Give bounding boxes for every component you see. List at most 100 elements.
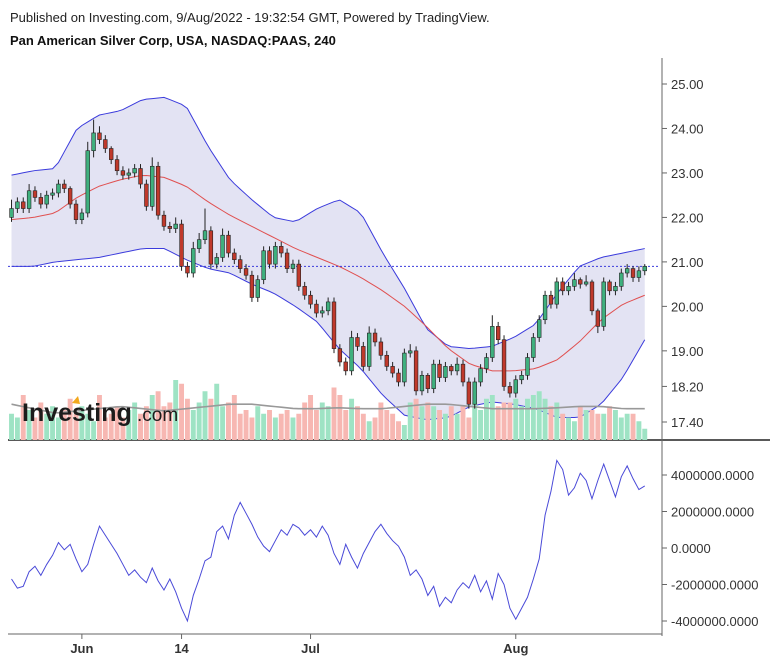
volume-bar bbox=[577, 406, 583, 440]
volume-bar bbox=[618, 417, 624, 440]
volume-bar bbox=[243, 410, 249, 440]
candle bbox=[167, 226, 173, 229]
candle bbox=[284, 252, 290, 269]
candle bbox=[232, 252, 237, 260]
candle bbox=[542, 294, 548, 321]
candle bbox=[466, 381, 472, 405]
volume-bar bbox=[73, 413, 79, 440]
volume-bar bbox=[325, 406, 331, 440]
volume-bar bbox=[296, 413, 302, 440]
candle bbox=[589, 281, 595, 312]
price-tick-label: 19.00 bbox=[671, 344, 704, 359]
candle bbox=[91, 132, 96, 152]
candle bbox=[238, 259, 243, 269]
candle bbox=[44, 194, 49, 205]
volume-bar bbox=[179, 383, 185, 440]
candle bbox=[472, 381, 477, 405]
candle bbox=[437, 363, 442, 378]
candle bbox=[138, 168, 143, 185]
price-tick-label: 20.00 bbox=[671, 299, 704, 314]
volume-bar bbox=[272, 417, 278, 440]
volume-bar bbox=[132, 402, 138, 440]
candle bbox=[109, 148, 114, 160]
candle bbox=[460, 363, 466, 383]
candle bbox=[214, 257, 219, 265]
osc-tick-label: 4000000.0000 bbox=[671, 468, 754, 483]
candle bbox=[38, 197, 44, 205]
volume-bar bbox=[554, 402, 560, 440]
volume-bar bbox=[360, 413, 366, 440]
volume-bar bbox=[378, 402, 384, 440]
volume-bar bbox=[255, 406, 261, 440]
volume-bar bbox=[607, 406, 613, 440]
candle bbox=[320, 310, 325, 314]
volume-bar bbox=[155, 391, 161, 440]
volume-bar bbox=[26, 410, 32, 440]
volume-bar bbox=[120, 417, 126, 440]
volume-bar bbox=[407, 402, 413, 440]
candle bbox=[85, 150, 90, 214]
osc-tick-label: -4000000.0000 bbox=[671, 614, 758, 629]
logo-suffix: .com bbox=[137, 405, 178, 426]
candle bbox=[173, 223, 178, 229]
candle bbox=[572, 279, 577, 287]
candle bbox=[454, 363, 460, 372]
volume-bar bbox=[331, 387, 337, 440]
volume-bar bbox=[437, 410, 443, 440]
volume-bar bbox=[313, 410, 319, 440]
candle bbox=[132, 168, 137, 174]
volume-bar bbox=[601, 413, 607, 440]
volume-bar bbox=[560, 413, 566, 440]
volume-bar bbox=[366, 421, 372, 440]
volume-bar bbox=[483, 398, 489, 440]
volume-bar bbox=[489, 395, 495, 440]
logo-accent-icon bbox=[72, 396, 80, 404]
candle bbox=[413, 350, 419, 392]
volume-bar bbox=[337, 395, 343, 440]
candle bbox=[560, 281, 565, 292]
candle bbox=[314, 303, 319, 314]
candle bbox=[630, 268, 636, 278]
candle bbox=[261, 250, 266, 280]
candle bbox=[507, 386, 513, 394]
volume-bar bbox=[184, 398, 190, 440]
candle bbox=[120, 170, 126, 176]
volume-bar bbox=[44, 413, 50, 440]
candle bbox=[114, 159, 120, 172]
candle bbox=[601, 281, 606, 327]
candle bbox=[26, 190, 32, 209]
volume-bar bbox=[249, 417, 255, 440]
volume-bar bbox=[454, 413, 460, 440]
candle bbox=[501, 339, 507, 387]
volume-bar bbox=[507, 402, 513, 440]
volume-bar bbox=[161, 406, 167, 440]
candle bbox=[554, 281, 559, 305]
volume-bar bbox=[624, 413, 630, 440]
time-tick-label: Aug bbox=[503, 641, 528, 656]
volume-bar bbox=[284, 410, 290, 440]
volume-bar bbox=[542, 398, 548, 440]
candle bbox=[607, 281, 612, 292]
volume-bar bbox=[419, 406, 425, 440]
candle bbox=[443, 366, 448, 378]
candle bbox=[396, 372, 401, 383]
volume-bar bbox=[167, 402, 173, 440]
candle bbox=[50, 192, 55, 196]
volume-bar bbox=[354, 406, 360, 440]
candle bbox=[402, 352, 407, 383]
volume-bar bbox=[79, 406, 85, 440]
price-tick-label: 22.00 bbox=[671, 210, 704, 225]
volume-bar bbox=[237, 413, 243, 440]
candle bbox=[519, 375, 524, 381]
volume-bar bbox=[571, 421, 577, 440]
volume-bar bbox=[425, 402, 431, 440]
volume-bar bbox=[612, 410, 618, 440]
volume-bar bbox=[513, 398, 519, 440]
volume-bar bbox=[202, 391, 208, 440]
candle bbox=[97, 132, 102, 140]
osc-tick-label: -2000000.0000 bbox=[671, 578, 758, 593]
candle bbox=[21, 201, 26, 209]
volume-bar bbox=[548, 406, 554, 440]
osc-tick-label: 0.0000 bbox=[671, 541, 711, 556]
